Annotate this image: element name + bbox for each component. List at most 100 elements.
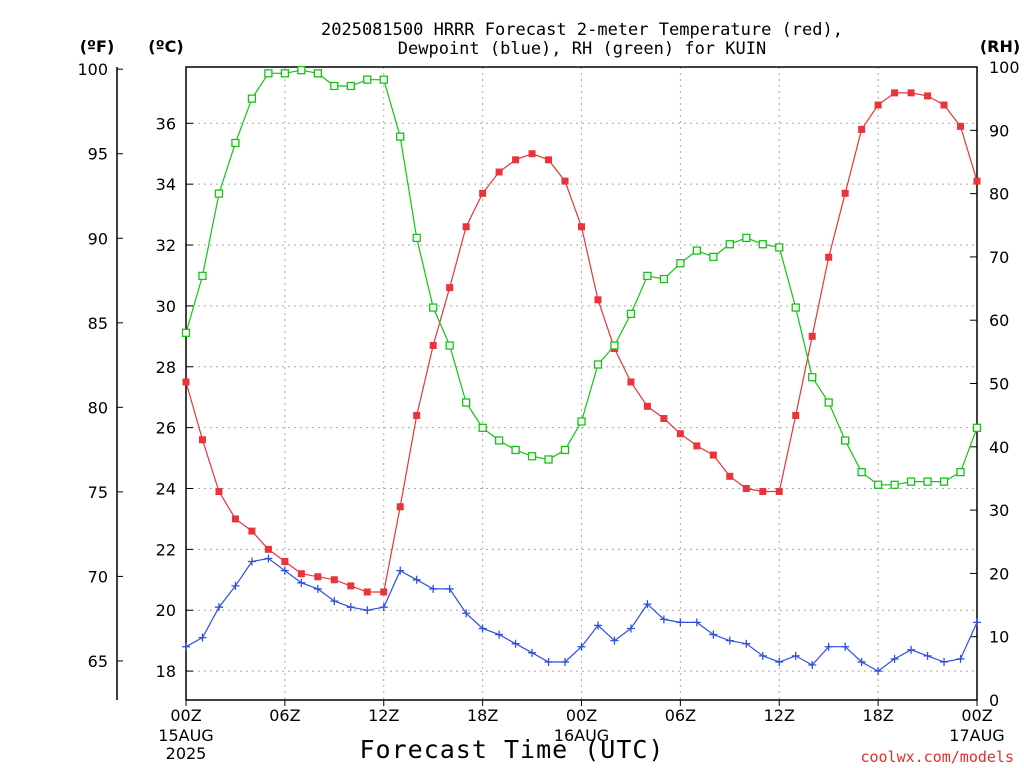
temperature-point (380, 588, 388, 596)
x-tick-label: 06Z (269, 706, 300, 725)
celsius-tick-label: 18 (156, 662, 176, 681)
rh-point (445, 341, 454, 350)
rh-point (280, 69, 290, 78)
fahrenheit-tick-label: 80 (88, 398, 108, 417)
temperature-point (709, 451, 717, 459)
temperature-point (775, 488, 783, 496)
rh-point (725, 240, 734, 249)
dewpoint-point (709, 630, 718, 639)
dewpoint-point (923, 651, 932, 660)
rh-point (791, 303, 800, 312)
temperature-point (264, 545, 272, 553)
temperature-point (561, 177, 569, 185)
dewpoint-point (528, 648, 537, 657)
rh-point (313, 69, 322, 78)
dewpoint-point (890, 654, 899, 663)
dewpoint-point (412, 575, 421, 584)
rh-point (461, 398, 471, 407)
temperature-point (495, 168, 503, 176)
dewpoint-point (445, 584, 454, 593)
rh-point (346, 81, 355, 91)
rh-point (330, 81, 339, 91)
x-tick-label: 12Z (764, 706, 795, 725)
dewpoint-point (544, 657, 553, 666)
rh-point (511, 445, 520, 455)
fahrenheit-tick-label: 95 (88, 145, 108, 164)
temperature-point (841, 189, 849, 197)
dewpoint-point (593, 621, 602, 630)
rh-point (396, 132, 405, 141)
rh-tick-label: 90 (989, 121, 1009, 140)
dewpoint-point (379, 603, 388, 612)
rh-point (429, 303, 438, 312)
temperature-point (231, 515, 239, 523)
x-tick-label: 00Z (961, 706, 992, 725)
rh-tick-label: 70 (989, 248, 1009, 267)
fahrenheit-unit-label: (ºF) (80, 37, 115, 56)
dewpoint-point (280, 566, 289, 575)
temperature-point (462, 223, 470, 231)
dewpoint-point (346, 603, 355, 612)
x-tick-label: 18Z (467, 706, 498, 725)
x-date-label: 15AUG (158, 726, 213, 745)
rh-point (873, 480, 883, 489)
rh-tick-label: 0 (989, 691, 999, 710)
x-date-label: 16AUG (554, 726, 609, 745)
temperature-point (330, 576, 338, 584)
temperature-point (314, 573, 322, 581)
rh-point (692, 246, 702, 255)
dewpoint-point (198, 633, 207, 642)
rh-point (494, 436, 504, 445)
dewpoint-point (626, 624, 635, 633)
temperature-point (429, 341, 437, 349)
temperature-point (198, 436, 206, 444)
temperature-point (726, 472, 734, 480)
dewpoint-point (577, 642, 586, 651)
temperature-point (215, 488, 223, 496)
temperature-point (759, 488, 767, 496)
dewpoint-point (478, 624, 487, 633)
dewpoint-point (495, 630, 504, 639)
x-date-label: 17AUG (949, 726, 1004, 745)
data-series (181, 66, 982, 676)
temperature-point (363, 588, 371, 596)
celsius-unit-label: (ºC) (148, 37, 183, 56)
celsius-tick-label: 26 (156, 419, 176, 438)
rh-tick-label: 50 (989, 375, 1009, 394)
dewpoint-point (214, 603, 223, 612)
rh-point (181, 328, 191, 338)
dewpoint-point (808, 661, 817, 670)
temperature-point (347, 582, 355, 590)
celsius-tick-label: 36 (156, 114, 176, 133)
temperature-point (660, 414, 668, 422)
rh-point (841, 436, 850, 445)
rh-point (198, 271, 207, 281)
dewpoint-point (462, 609, 471, 618)
temperature-point (281, 558, 289, 566)
rh-point (659, 274, 669, 284)
rh-point (972, 423, 982, 432)
rh-point (709, 252, 718, 262)
temperature-point (594, 296, 602, 304)
temperature-point (874, 101, 882, 109)
celsius-tick-label: 24 (156, 479, 176, 498)
rh-tick-label: 100 (989, 58, 1020, 77)
rh-tick-label: 60 (989, 311, 1009, 330)
dewpoint-point (940, 657, 949, 666)
fahrenheit-tick-label: 65 (88, 652, 108, 671)
temperature-point (396, 503, 404, 511)
dewpoint-point (676, 618, 685, 627)
temperature-point (808, 332, 816, 340)
dewpoint-point (264, 554, 273, 563)
dewpoint-point (692, 618, 701, 627)
rh-point (610, 341, 619, 350)
temperature-point (924, 92, 932, 100)
temperature-point (627, 378, 635, 386)
rh-point (560, 445, 570, 455)
chart-title-line-2: Dewpoint (blue), RH (green) for KUIN (398, 39, 766, 59)
dewpoint-point (363, 606, 372, 615)
rh-tick-label: 30 (989, 501, 1009, 520)
temperature-point (858, 125, 866, 133)
dewpoint-point (956, 654, 965, 663)
dewpoint-point (429, 584, 438, 593)
